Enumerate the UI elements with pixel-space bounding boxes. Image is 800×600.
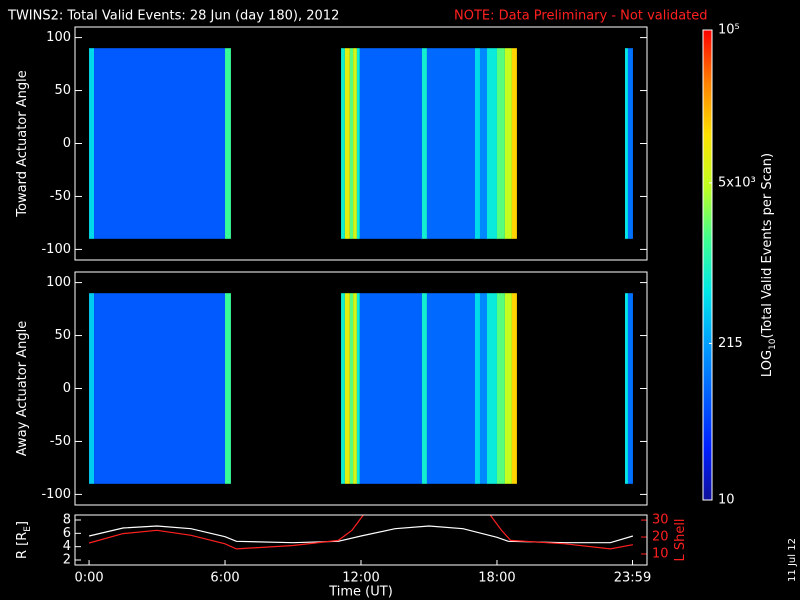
- spectrogram-cell: [353, 48, 357, 239]
- spectrogram-cell: [627, 48, 633, 239]
- y-tick-label: 0: [63, 136, 71, 151]
- y2-tick-label: 30: [652, 513, 669, 528]
- y-axis-label: Away Actuator Angle: [15, 321, 30, 456]
- spectrogram-cell: [359, 293, 422, 484]
- spectrogram-cell: [344, 48, 350, 239]
- spectrogram-cell: [479, 48, 488, 239]
- spectrogram-cell: [421, 48, 427, 239]
- spectrogram-cell: [625, 293, 628, 484]
- y2-axis-label: L Shell: [673, 518, 688, 561]
- x-tick-label: 0:00: [74, 571, 103, 586]
- spectrogram-cell: [356, 293, 360, 484]
- spectrogram-cell: [225, 293, 231, 484]
- y-axis-label-part: R [R: [15, 532, 30, 559]
- colorbar: [702, 29, 713, 501]
- y2-axis-label-part: L Shell: [673, 518, 688, 561]
- colorbar-tick-label: 10⁵: [718, 23, 740, 38]
- side-label: 11 Jul 12: [787, 538, 798, 582]
- spectrogram-cell: [487, 293, 497, 484]
- colorbar-label: LOG10(Total Valid Events per Scan): [760, 153, 778, 377]
- lines: [88, 515, 634, 550]
- y-axis-label-part: Away Actuator Angle: [15, 321, 30, 456]
- spectrogram-cell: [504, 293, 512, 484]
- y-axis-label-part: E: [23, 526, 33, 532]
- y-tick-label: 4: [63, 539, 71, 554]
- y-tick-label: 50: [54, 83, 71, 98]
- y-axis-label-part: Toward Actuator Angle: [15, 70, 30, 217]
- x-tick-label: 18:00: [478, 571, 515, 586]
- spectrogram-cell: [474, 48, 480, 239]
- y-tick-label: 2: [63, 553, 71, 568]
- colorbar-label-part: LOG: [760, 350, 775, 377]
- y-tick-label: -100: [41, 242, 71, 257]
- colorbar-label-part: (Total Valid Events per Scan): [760, 153, 775, 339]
- y-axis-label-part: ]: [15, 521, 30, 526]
- spectrogram-cell: [625, 48, 628, 239]
- x-tick-label: 12:00: [342, 571, 379, 586]
- spectrogram-cell: [89, 48, 95, 239]
- y-tick-label: 50: [54, 328, 71, 343]
- y-axis-label: R [RE]: [15, 521, 33, 559]
- colorbar-tick-label: 215: [718, 336, 743, 351]
- spectrogram-cell: [356, 48, 360, 239]
- spectrogram-cell: [94, 293, 226, 484]
- y-tick-label: 100: [46, 275, 71, 290]
- colorbar-tick-label: 10: [718, 493, 735, 508]
- y-tick-label: -100: [41, 487, 71, 502]
- spectrogram-cell: [353, 293, 357, 484]
- note: NOTE: Data Preliminary - Not validated: [454, 9, 708, 24]
- spectrogram-cell: [341, 48, 345, 239]
- x-tick-label: 6:00: [210, 571, 239, 586]
- data-line: [88, 515, 634, 550]
- spectrogram-cell: [479, 293, 488, 484]
- spectrogram-cell: [426, 48, 475, 239]
- spectrogram-cell: [421, 293, 427, 484]
- colorbar-tick-label: 5x10³: [718, 175, 756, 190]
- y-tick-label: 0: [63, 381, 71, 396]
- spectrogram-cell: [627, 293, 633, 484]
- spectrogram-cell: [496, 293, 505, 484]
- x-tick-label: 23:59: [614, 571, 651, 586]
- y2-tick-label: 20: [652, 530, 669, 545]
- y-tick-label: 100: [46, 30, 71, 45]
- spectrogram-cell: [504, 48, 512, 239]
- y-tick-label: 8: [63, 513, 71, 528]
- spectrogram-cell: [359, 48, 422, 239]
- plot-frame: [74, 271, 648, 506]
- plot-frame: [74, 514, 648, 566]
- plot-frame: [74, 26, 648, 261]
- chart-title: TWINS2: Total Valid Events: 28 Jun (day …: [7, 9, 339, 24]
- spectrogram-cell: [496, 48, 505, 239]
- spectrogram-cell: [474, 293, 480, 484]
- spectrogram-cell: [344, 293, 350, 484]
- spectrogram-cell: [426, 293, 475, 484]
- y-axis-label: Toward Actuator Angle: [15, 70, 30, 217]
- y-tick-label: -50: [50, 434, 71, 449]
- spectrogram-cell: [349, 48, 354, 239]
- spectrogram-cell: [341, 293, 345, 484]
- y-tick-label: 6: [63, 526, 71, 541]
- spectrogram-cell: [511, 293, 517, 484]
- colorbar-label-part: 10: [768, 338, 778, 350]
- spectrogram-cell: [94, 48, 226, 239]
- spectrogram-cell: [487, 48, 497, 239]
- spectrogram-cell: [349, 293, 354, 484]
- spectrogram-cell: [89, 293, 95, 484]
- y-tick-label: -50: [50, 189, 71, 204]
- y2-tick-label: 10: [652, 546, 669, 561]
- spectrogram-cell: [225, 48, 231, 239]
- x-axis-label: Time (UT): [328, 585, 393, 600]
- spectrogram-cell: [511, 48, 517, 239]
